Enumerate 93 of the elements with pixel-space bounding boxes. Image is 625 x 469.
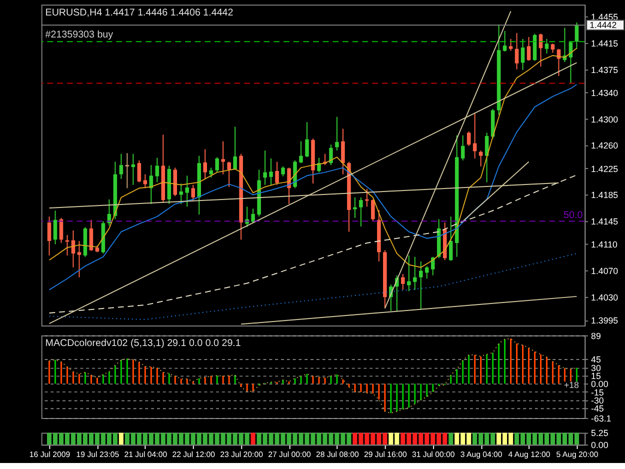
x-tick-label: 5 Aug 20:00: [556, 450, 599, 459]
y-tick-label: 1.3995: [591, 316, 618, 326]
candlestick: [119, 153, 124, 180]
candlestick: [544, 38, 549, 54]
candlestick: [508, 38, 513, 52]
ref-line-label: 1.4442: [590, 20, 617, 30]
candlestick: [550, 43, 555, 54]
y-tick-label: 1.4225: [591, 164, 618, 174]
candlestick: [526, 36, 531, 62]
candlestick: [47, 216, 52, 256]
candlestick: [341, 128, 345, 175]
candlestick: [287, 167, 291, 205]
candlestick: [371, 198, 375, 222]
x-tick-label: 31 Jul 00:00: [412, 450, 456, 459]
candlestick: [137, 160, 142, 183]
y-tick-label: 1.4110: [591, 240, 618, 250]
candlestick: [233, 126, 237, 170]
y-tick-label: -30: [591, 395, 604, 406]
y-tick-label: -15: [591, 387, 604, 398]
candlestick: [418, 260, 423, 310]
candlestick: [125, 152, 130, 189]
y-tick-label: 0.00: [591, 379, 608, 390]
x-tick-label: 21 Jul 04:00: [124, 450, 168, 459]
candlestick: [299, 140, 303, 164]
candlestick: [179, 183, 184, 205]
x-tick-label: 23 Jul 20:00: [220, 450, 264, 459]
candlestick: [305, 122, 309, 158]
x-tick-label: 28 Jul 08:00: [316, 450, 360, 459]
candlestick: [401, 274, 405, 290]
candlestick: [478, 150, 483, 167]
y-tick-label: 5.25: [591, 428, 608, 438]
candlestick: [221, 140, 225, 175]
candlestick: [574, 22, 579, 50]
y-tick-label: 30: [591, 362, 601, 373]
candlestick: [215, 156, 219, 173]
annotation: +18: [564, 380, 580, 390]
candlestick: [155, 157, 160, 183]
chart-title: MACDcoloredv102 (5,13,1) 29.1 0.0 0.0 29.1: [45, 338, 241, 350]
y-tick-label: 1.4375: [591, 64, 618, 75]
x-tick-label: 16 Jul 2009: [29, 450, 70, 459]
candlestick: [335, 116, 339, 152]
candlestick: [53, 210, 58, 245]
x-tick-label: 27 Jul 00:00: [268, 450, 312, 459]
y-tick-label: 1.4185: [591, 190, 618, 200]
chart-title: EURUSD,H4 1.4417 1.4446 1.4406 1.4442: [45, 7, 234, 18]
y-tick-label: 1.4455: [591, 12, 618, 22]
y-tick-label: 0.00: [591, 440, 608, 450]
candlestick: [275, 161, 279, 186]
candlestick: [191, 184, 196, 202]
candlestick: [245, 206, 249, 228]
candlestick: [251, 208, 255, 223]
y-tick-label: 1.4300: [591, 114, 618, 124]
candlestick: [502, 30, 507, 52]
y-tick-label: 1.4030: [591, 292, 618, 303]
ref-line-label: #21359303 buy: [45, 30, 114, 41]
y-tick-label: 89: [591, 330, 601, 341]
line-series: [48, 253, 578, 320]
candlestick: [317, 157, 321, 173]
candlestick: [227, 161, 231, 188]
candlestick: [460, 134, 465, 161]
candlestick: [263, 150, 267, 186]
x-tick-label: 3 Aug 04:00: [460, 450, 503, 459]
y-tick-label: -45: [591, 404, 604, 414]
y-tick-label: 1.4070: [591, 266, 618, 276]
candlestick: [466, 130, 471, 146]
candlestick: [430, 256, 435, 276]
candlestick: [353, 196, 357, 218]
candlestick: [281, 166, 285, 177]
candlestick: [412, 256, 417, 290]
candlestick: [520, 38, 525, 70]
annotation: 50.0: [564, 210, 584, 222]
candlestick: [203, 148, 207, 180]
y-tick-label: 1.4145: [591, 216, 618, 227]
x-tick-label: 19 Jul 23:05: [76, 450, 120, 459]
candlestick: [407, 255, 411, 292]
candlestick: [77, 240, 82, 278]
candlestick: [514, 32, 519, 70]
x-tick-label: 22 Jul 12:00: [172, 450, 216, 459]
y-tick-label: 1.4340: [591, 88, 618, 98]
y-tick-label: 15: [591, 371, 601, 382]
y-tick-label: 1.4415: [591, 38, 618, 48]
candlestick: [209, 167, 213, 178]
y-tick-label: 45: [591, 354, 601, 365]
candlestick: [329, 144, 333, 166]
candlestick: [424, 266, 429, 280]
candlestick: [185, 175, 190, 208]
candlestick: [269, 158, 273, 186]
candlestick: [143, 174, 148, 189]
x-tick-label: 4 Aug 12:00: [508, 450, 551, 459]
y-tick-label: -63.1: [591, 413, 612, 424]
x-tick-label: 29 Jul 16:00: [364, 450, 408, 459]
y-tick-label: 1.4260: [591, 140, 618, 151]
candlestick: [359, 196, 363, 227]
